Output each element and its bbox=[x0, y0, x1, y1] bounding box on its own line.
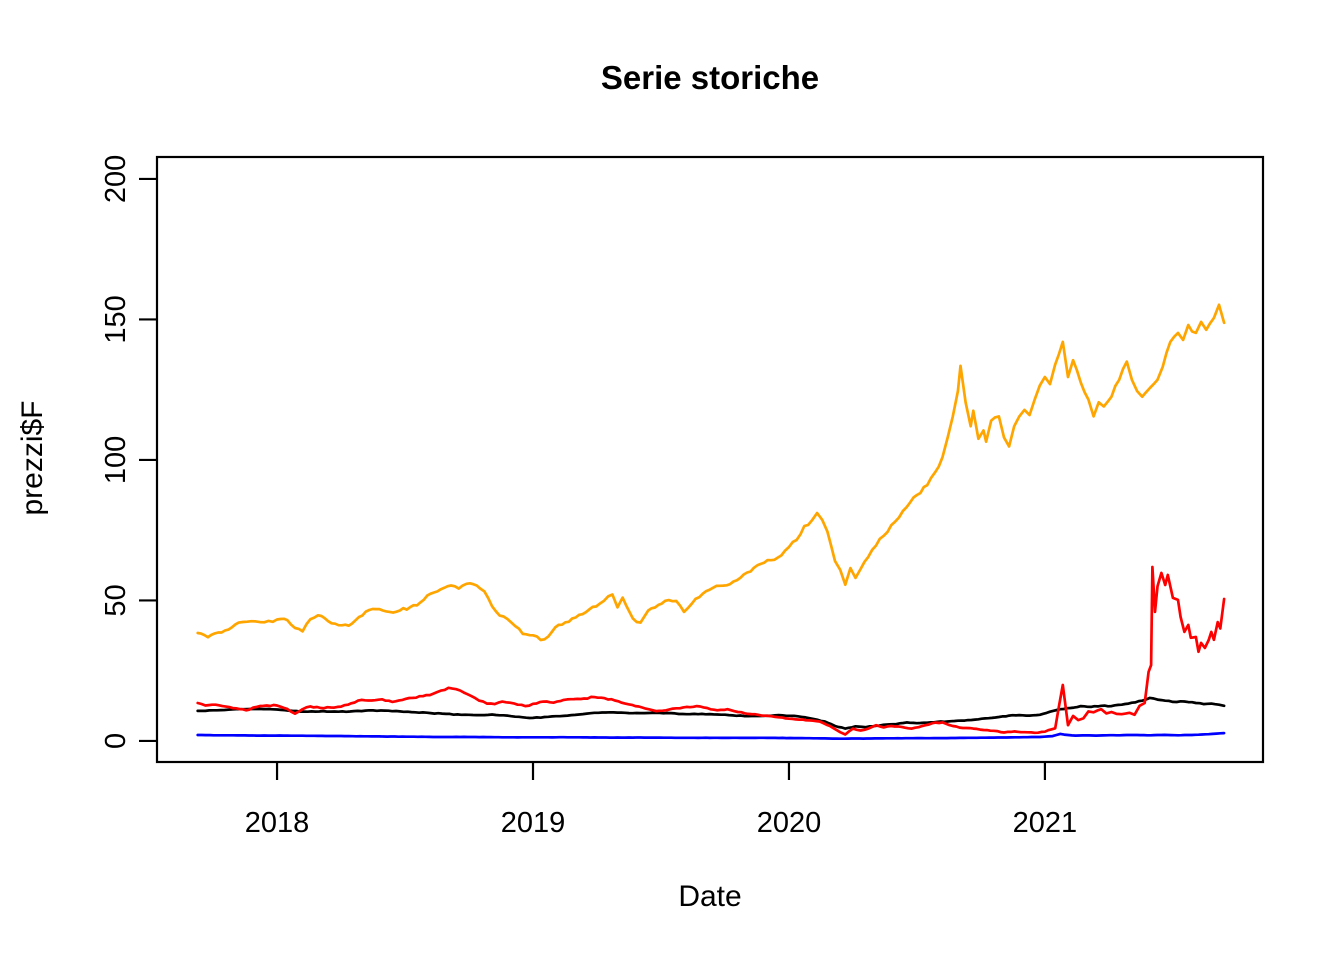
y-axis-label: prezzi$F bbox=[16, 400, 49, 516]
series-line-orange bbox=[196, 303, 1226, 642]
x-tick-label: 2019 bbox=[501, 807, 566, 839]
y-tick-label: 150 bbox=[100, 295, 132, 343]
series-line-red bbox=[196, 565, 1226, 736]
y-tick-label: 0 bbox=[100, 733, 132, 749]
x-tick-label: 2021 bbox=[1013, 807, 1078, 839]
y-tick-label: 200 bbox=[100, 155, 132, 203]
series-line-black bbox=[196, 696, 1226, 730]
series-line-blue bbox=[196, 731, 1226, 741]
plot-box bbox=[155, 155, 1265, 764]
x-axis: 2018 2019 2020 2021 bbox=[245, 762, 1077, 839]
chart-title: Serie storiche bbox=[600, 59, 820, 96]
x-tick-label: 2020 bbox=[757, 807, 822, 839]
y-tick-label: 50 bbox=[100, 584, 132, 616]
y-tick-label: 100 bbox=[100, 436, 132, 484]
x-axis-label: Date bbox=[678, 880, 742, 913]
y-axis: 0 50 100 150 200 bbox=[100, 155, 157, 749]
x-tick-label: 2018 bbox=[245, 807, 310, 839]
